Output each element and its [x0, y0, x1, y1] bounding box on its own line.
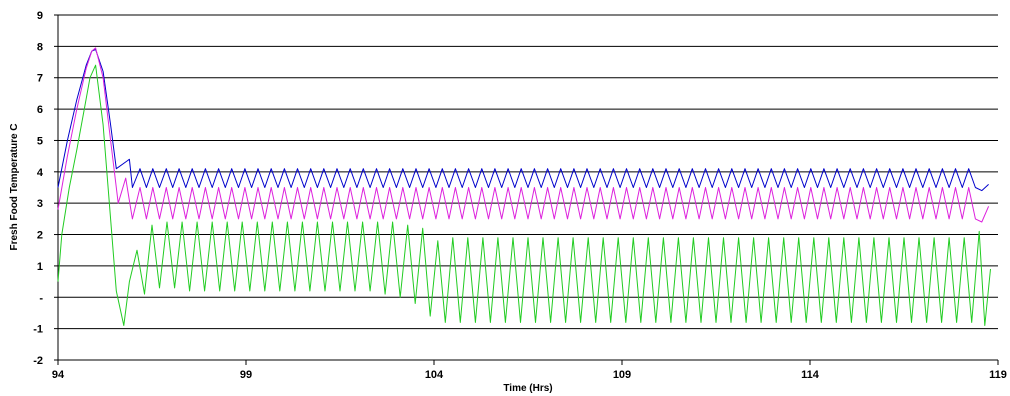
x-axis-title: Time (Hrs) [503, 383, 552, 394]
y-tick-label: -2 [33, 355, 43, 367]
x-tick-label: 99 [240, 369, 252, 381]
y-tick-label: 3 [37, 198, 43, 210]
x-tick-label: 119 [989, 369, 1007, 381]
x-tick-label: 114 [801, 369, 820, 381]
x-tick-label: 94 [52, 369, 65, 381]
y-tick-label: 7 [37, 73, 43, 85]
x-tick-label: 109 [613, 369, 631, 381]
x-tick-label: 104 [425, 369, 444, 381]
series-group [57, 47, 991, 326]
gridlines [58, 14, 998, 330]
y-tick-label: 1 [37, 261, 43, 273]
y-tick-label: - [39, 292, 43, 304]
y-tick-label: -1 [33, 324, 43, 336]
x-tick-labels: 94 99 104 109 114 119 [52, 360, 1007, 381]
y-tick-label: 9 [37, 10, 43, 22]
y-axis-title: Fresh Food Temperature C [9, 123, 20, 250]
series-line-2 [57, 47, 990, 223]
y-tick-label: 5 [37, 135, 43, 147]
series-line-3 [57, 64, 991, 326]
y-tick-label: 2 [37, 230, 43, 242]
y-tick-label: 6 [37, 104, 43, 116]
series-line-1 [57, 49, 989, 192]
y-tick-label: 8 [37, 41, 43, 53]
y-tick-label: 4 [37, 167, 44, 179]
